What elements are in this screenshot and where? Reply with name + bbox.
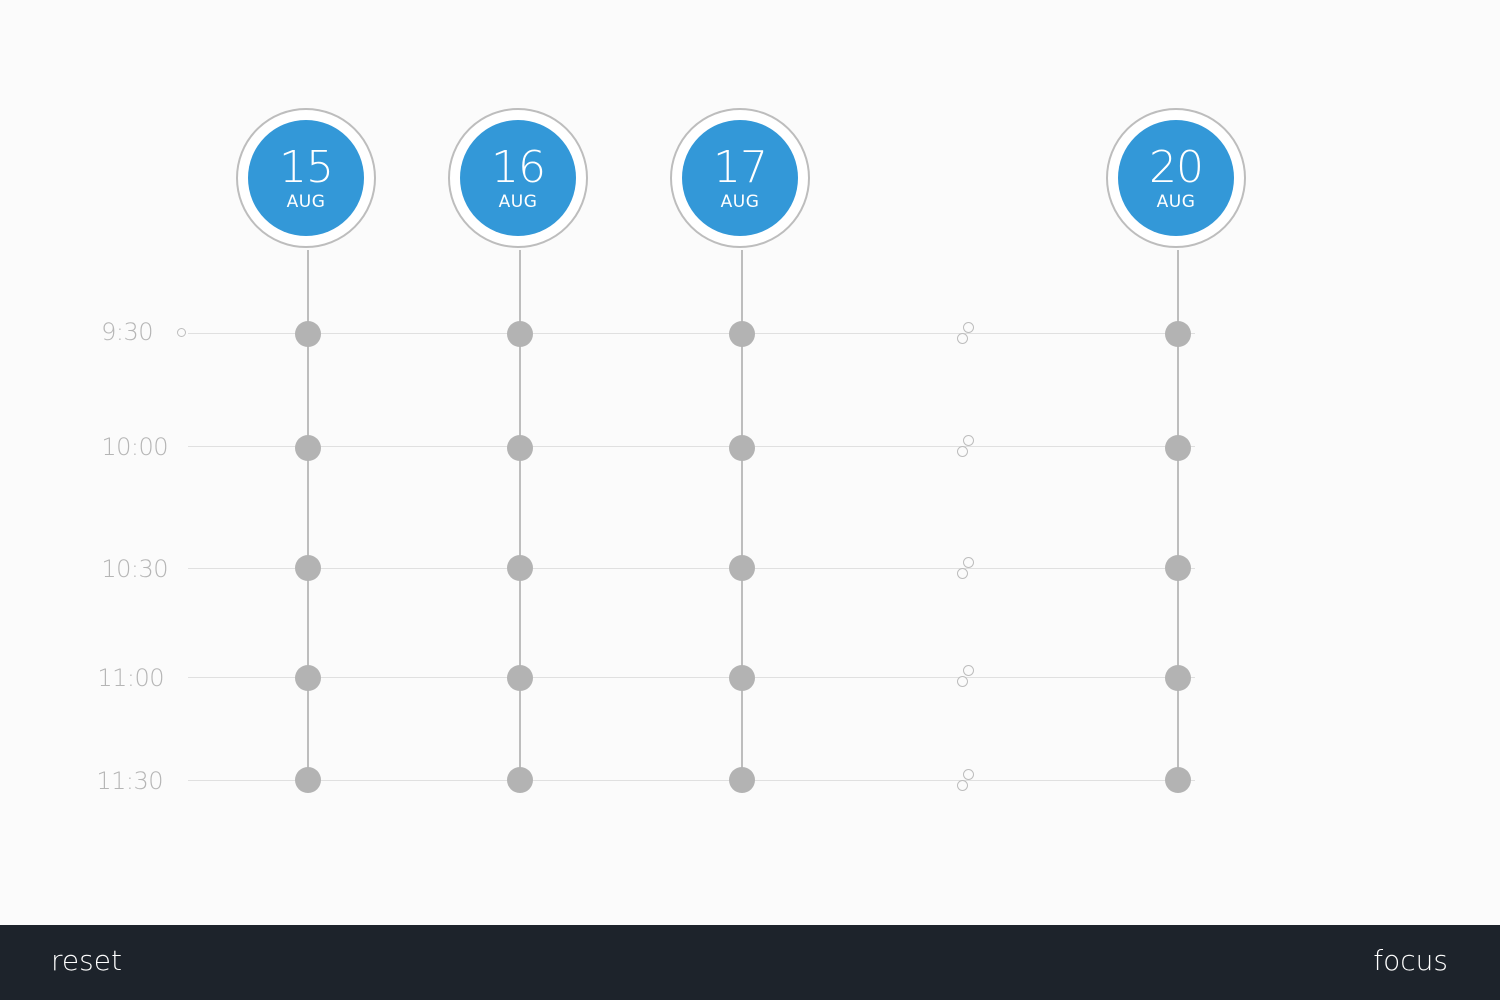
slot-dot[interactable] [729, 435, 755, 461]
date-header-20[interactable]: 20 AUG [1106, 108, 1246, 248]
time-label-1100: 11:00 [97, 664, 164, 692]
date-disc: 15 AUG [248, 120, 364, 236]
date-day: 16 [491, 142, 546, 193]
column-line [1177, 250, 1179, 782]
collapsed-days-marker[interactable] [956, 321, 976, 345]
time-row-line [188, 677, 1195, 678]
row-start-marker [177, 328, 186, 337]
collapsed-days-marker[interactable] [956, 556, 976, 580]
slot-dot[interactable] [507, 321, 533, 347]
reset-button[interactable]: reset [51, 944, 122, 977]
slot-dot[interactable] [729, 321, 755, 347]
slot-dot[interactable] [507, 665, 533, 691]
time-label-930: 9:30 [101, 318, 153, 346]
time-label-1030: 10:30 [101, 555, 168, 583]
time-row-line [188, 446, 1195, 447]
date-header-17[interactable]: 17 AUG [670, 108, 810, 248]
date-disc: 17 AUG [682, 120, 798, 236]
footer-bar: reset focus [0, 925, 1500, 1000]
date-month: AUG [498, 192, 538, 212]
slot-dot[interactable] [295, 435, 321, 461]
time-label-1000: 10:00 [101, 433, 168, 461]
collapsed-days-marker[interactable] [956, 434, 976, 458]
slot-dot[interactable] [295, 665, 321, 691]
date-month: AUG [286, 192, 326, 212]
date-day: 15 [279, 142, 334, 193]
focus-button[interactable]: focus [1373, 944, 1448, 977]
date-day: 17 [713, 142, 768, 193]
date-month: AUG [720, 192, 760, 212]
column-line [307, 250, 309, 782]
slot-dot[interactable] [729, 767, 755, 793]
slot-dot[interactable] [1165, 321, 1191, 347]
time-label-1130: 11:30 [96, 767, 163, 795]
slot-dot[interactable] [1165, 767, 1191, 793]
slot-dot[interactable] [295, 767, 321, 793]
date-month: AUG [1156, 192, 1196, 212]
collapsed-days-marker[interactable] [956, 768, 976, 792]
time-row-line [188, 333, 1195, 334]
slot-dot[interactable] [1165, 555, 1191, 581]
time-row-line [188, 568, 1195, 569]
slot-dot[interactable] [1165, 665, 1191, 691]
slot-dot[interactable] [507, 435, 533, 461]
date-header-16[interactable]: 16 AUG [448, 108, 588, 248]
time-row-line [188, 780, 1195, 781]
slot-dot[interactable] [729, 555, 755, 581]
date-day: 20 [1149, 142, 1204, 193]
date-disc: 16 AUG [460, 120, 576, 236]
date-header-15[interactable]: 15 AUG [236, 108, 376, 248]
column-line [519, 250, 521, 782]
slot-dot[interactable] [1165, 435, 1191, 461]
collapsed-days-marker[interactable] [956, 664, 976, 688]
slot-dot[interactable] [507, 555, 533, 581]
column-line [741, 250, 743, 782]
slot-dot[interactable] [507, 767, 533, 793]
slot-dot[interactable] [729, 665, 755, 691]
slot-dot[interactable] [295, 555, 321, 581]
date-disc: 20 AUG [1118, 120, 1234, 236]
slot-dot[interactable] [295, 321, 321, 347]
